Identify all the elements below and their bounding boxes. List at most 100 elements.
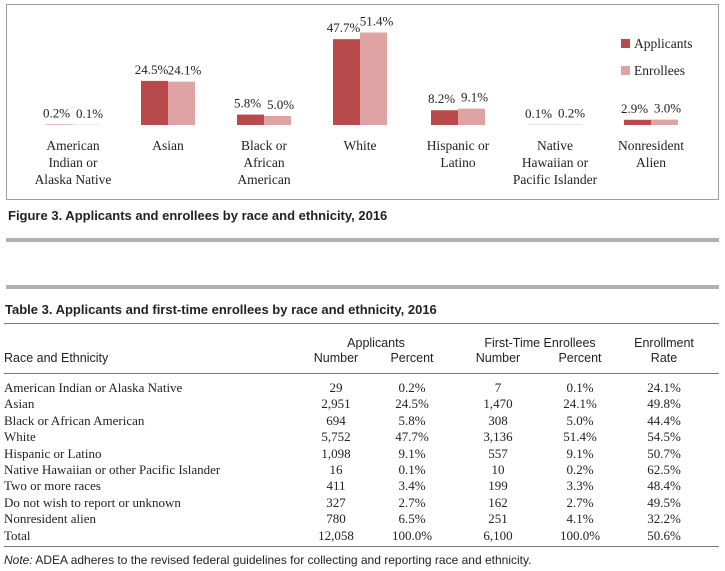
cell-enr-percent: 2.7% bbox=[566, 494, 594, 510]
cell-app-number: 2,951 bbox=[321, 396, 351, 412]
cell-app-percent: 47.7% bbox=[395, 429, 429, 445]
bar-enrollees-6 bbox=[651, 119, 678, 125]
category-label-6-0: Nonresident bbox=[618, 138, 684, 153]
legend-swatch-applicants bbox=[621, 39, 630, 48]
header-app-percent: Percent bbox=[390, 351, 434, 365]
cell-app-number: 327 bbox=[326, 494, 346, 510]
table-header-rule bbox=[4, 373, 719, 374]
cell-race: Do not wish to report or unknown bbox=[4, 494, 181, 510]
category-label-0-0: American bbox=[46, 138, 99, 153]
table-note: Note: ADEA adheres to the revised federa… bbox=[4, 553, 531, 567]
cell-enr-percent: 3.3% bbox=[566, 478, 594, 494]
data-label-enrollees-6: 3.0% bbox=[654, 101, 681, 116]
cell-app-number: 5,752 bbox=[321, 429, 351, 445]
cell-enr-number: 7 bbox=[494, 380, 502, 395]
chart-frame: 0.2% 0.1% American Indian or Alaska Native 24… bbox=[6, 4, 719, 200]
header-first-time-enrollees: First-Time Enrollees bbox=[484, 336, 596, 350]
table-bottom-rule bbox=[4, 546, 719, 547]
cell-race: American Indian or Alaska Native bbox=[4, 380, 183, 395]
cell-enr-number: 199 bbox=[488, 478, 508, 494]
cell-app-number: 780 bbox=[326, 511, 346, 527]
cell-enrollment-rate: 49.8% bbox=[647, 396, 681, 412]
header-enrollment-rate-line1: Enrollment bbox=[634, 336, 694, 350]
cell-enr-percent: 100.0% bbox=[559, 527, 601, 543]
legend-label-enrollees: Enrollees bbox=[634, 63, 685, 78]
cell-app-percent: 24.5% bbox=[395, 396, 429, 412]
data-label-applicants-6: 2.9% bbox=[621, 101, 648, 116]
cell-enrollment-rate: 32.2% bbox=[647, 511, 681, 527]
legend-label-applicants: Applicants bbox=[634, 36, 693, 51]
category-label-2-1: African bbox=[243, 155, 284, 170]
cell-app-number: 411 bbox=[326, 478, 346, 494]
cell-enr-percent: 24.1% bbox=[563, 396, 597, 412]
cell-enrollment-rate: 54.5% bbox=[647, 429, 681, 445]
cell-enrollment-rate: 48.4% bbox=[647, 478, 681, 494]
section-divider-bottom bbox=[6, 285, 719, 289]
data-label-applicants-5: 0.1% bbox=[525, 106, 552, 121]
category-label-0-2: Alaska Native bbox=[35, 172, 112, 187]
cell-enr-percent: 9.1% bbox=[566, 445, 594, 461]
category-label-6-1: Alien bbox=[636, 155, 666, 170]
cell-race: Two or more races bbox=[4, 478, 101, 494]
cell-enr-number: 6,100 bbox=[483, 527, 513, 543]
cell-race: Hispanic or Latino bbox=[4, 445, 102, 461]
cell-enr-percent: 5.0% bbox=[566, 412, 594, 428]
bar-chart: 0.2% 0.1% American Indian or Alaska Native 24… bbox=[35, 13, 693, 187]
cell-race: Nonresident alien bbox=[4, 511, 97, 527]
bar-applicants-2 bbox=[237, 114, 264, 125]
bar-applicants-3 bbox=[333, 39, 360, 125]
cell-app-number: 12,058 bbox=[318, 527, 354, 543]
cell-race: White bbox=[4, 429, 36, 445]
data-label-applicants-1: 24.5% bbox=[135, 62, 169, 77]
cell-app-number: 694 bbox=[326, 412, 346, 428]
cell-enr-number: 10 bbox=[491, 462, 505, 477]
cell-enrollment-rate: 62.5% bbox=[647, 462, 681, 477]
bar-enrollees-1 bbox=[168, 81, 195, 125]
cell-app-percent: 6.5% bbox=[398, 511, 426, 527]
cell-enr-number: 162 bbox=[488, 494, 508, 510]
category-label-5-2: Pacific Islander bbox=[513, 172, 598, 187]
header-enr-percent: Percent bbox=[558, 351, 602, 365]
category-label-1-0: Asian bbox=[152, 138, 184, 153]
cell-enrollment-rate: 49.5% bbox=[647, 494, 681, 510]
category-label-4-0: Hispanic or bbox=[427, 138, 490, 153]
data-label-enrollees-5: 0.2% bbox=[558, 106, 585, 121]
table-title: Table 3. Applicants and first-time enrol… bbox=[5, 302, 437, 317]
data-label-enrollees-2: 5.0% bbox=[267, 97, 294, 112]
table-note-label: Note: bbox=[4, 553, 33, 567]
cell-app-percent: 3.4% bbox=[398, 478, 426, 494]
header-race-ethnicity: Race and Ethnicity bbox=[4, 351, 109, 365]
cell-enrollment-rate: 50.7% bbox=[647, 445, 681, 461]
cell-enr-number: 557 bbox=[488, 445, 508, 461]
category-label-2-0: Black or bbox=[241, 138, 288, 153]
cell-app-percent: 100.0% bbox=[391, 527, 433, 543]
data-label-enrollees-4: 9.1% bbox=[461, 90, 488, 105]
cell-app-percent: 9.1% bbox=[398, 445, 426, 461]
category-label-4-1: Latino bbox=[440, 155, 475, 170]
data-label-enrollees-0: 0.1% bbox=[76, 106, 103, 121]
cell-enr-number: 1,470 bbox=[483, 396, 513, 412]
bar-applicants-1 bbox=[141, 80, 168, 125]
data-label-enrollees-1: 24.1% bbox=[168, 63, 202, 78]
data-label-applicants-0: 0.2% bbox=[43, 106, 70, 121]
figure-caption: Figure 3. Applicants and enrollees by ra… bbox=[8, 208, 388, 223]
cell-app-percent: 5.8% bbox=[398, 412, 426, 428]
header-applicants: Applicants bbox=[347, 336, 405, 350]
bar-applicants-4 bbox=[431, 110, 458, 125]
category-label-5-0: Native bbox=[537, 138, 573, 153]
legend-swatch-enrollees bbox=[621, 66, 630, 75]
category-label-5-1: Hawaiian or bbox=[522, 155, 589, 170]
cell-app-percent: 2.7% bbox=[398, 494, 426, 510]
cell-enr-number: 308 bbox=[488, 412, 508, 428]
header-app-number: Number bbox=[313, 351, 359, 365]
category-label-2-2: American bbox=[237, 172, 290, 187]
cell-app-number: 1,098 bbox=[321, 445, 351, 461]
data-label-applicants-3: 47.7% bbox=[327, 20, 361, 35]
table-note-text: ADEA adheres to the revised federal guid… bbox=[32, 553, 532, 567]
cell-enrollment-rate: 50.6% bbox=[647, 527, 681, 543]
category-label-0-1: Indian or bbox=[48, 155, 98, 170]
bar-enrollees-3 bbox=[360, 32, 387, 126]
data-label-applicants-4: 8.2% bbox=[428, 91, 455, 106]
data-label-applicants-2: 5.8% bbox=[234, 96, 261, 111]
header-enrollment-rate-line2: Rate bbox=[650, 351, 678, 365]
